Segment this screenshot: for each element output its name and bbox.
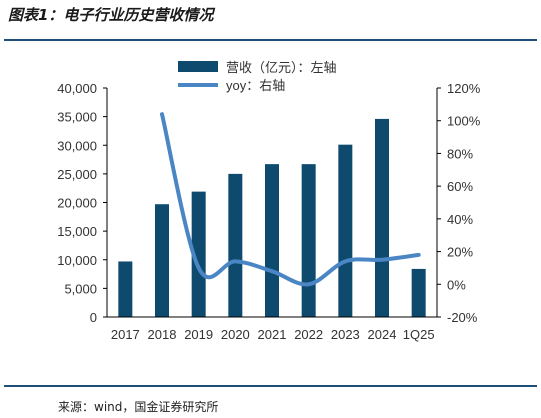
x-tick-label: 2018 (148, 327, 177, 342)
right-tick-label: 40% (447, 212, 473, 227)
source-note: 来源：wind，国金证券研究所 (58, 400, 219, 414)
top-rule (4, 39, 537, 41)
left-tick-label: 10,000 (57, 253, 97, 268)
bar-2022 (301, 164, 316, 317)
x-tick-label: 2019 (184, 327, 213, 342)
bar-2021 (265, 164, 279, 317)
right-tick-label: 60% (447, 179, 473, 194)
bar-2019 (191, 191, 206, 317)
left-tick-label: 0 (90, 310, 97, 325)
bar-2017 (118, 261, 133, 317)
bar-1Q25 (411, 268, 426, 317)
x-tick-label: 2020 (221, 327, 250, 342)
legend-bar-swatch (178, 61, 218, 72)
right-tick-label: 80% (447, 146, 473, 161)
left-tick-label: 35,000 (57, 110, 97, 125)
left-tick-label: 15,000 (57, 224, 97, 239)
left-tick-label: 30,000 (57, 138, 97, 153)
x-tick-label: 2021 (258, 327, 287, 342)
left-tick-label: 40,000 (57, 81, 97, 96)
x-tick-label: 1Q25 (403, 327, 435, 342)
legend: 营收（亿元）：左轴 yoy：右轴 (178, 60, 337, 93)
right-axis: -20% 0% 20% 40% 60% 80% 100% 120% (436, 81, 481, 325)
figure-title: 图表1：电子行业历史营收情况 (8, 6, 214, 24)
legend-line-label: yoy：右轴 (226, 78, 285, 93)
left-tick-label: 25,000 (57, 167, 97, 182)
right-tick-label: 20% (447, 245, 473, 260)
legend-bar-label: 营收（亿元）：左轴 (226, 60, 337, 75)
left-tick-label: 5,000 (64, 281, 97, 296)
line-series (160, 112, 421, 287)
x-tick-label: 2022 (294, 327, 323, 342)
x-axis: 2017 2018 2019 2020 2021 2022 2023 2024 1Q25 (107, 316, 437, 342)
right-tick-label: -20% (447, 310, 478, 325)
x-tick-label: 2024 (368, 327, 397, 342)
bar-2023 (338, 144, 353, 317)
x-tick-label: 2023 (331, 327, 360, 342)
x-tick-label: 2017 (111, 327, 140, 342)
left-tick-label: 20,000 (57, 196, 97, 211)
bar-2020 (228, 173, 243, 317)
right-tick-label: 120% (447, 81, 481, 96)
yoy-line (160, 112, 421, 287)
bar-2024 (375, 118, 389, 317)
bar-2018 (155, 204, 169, 317)
revenue-chart: 0 5,000 10,000 15,000 20,000 25,000 30,000 35,0… (57, 60, 481, 342)
right-tick-label: 100% (447, 114, 481, 129)
bottom-rule (4, 385, 537, 387)
bar-series (118, 118, 426, 317)
left-axis: 0 5,000 10,000 15,000 20,000 25,000 30,000 35,0… (57, 81, 108, 325)
right-tick-label: 0% (447, 277, 466, 292)
